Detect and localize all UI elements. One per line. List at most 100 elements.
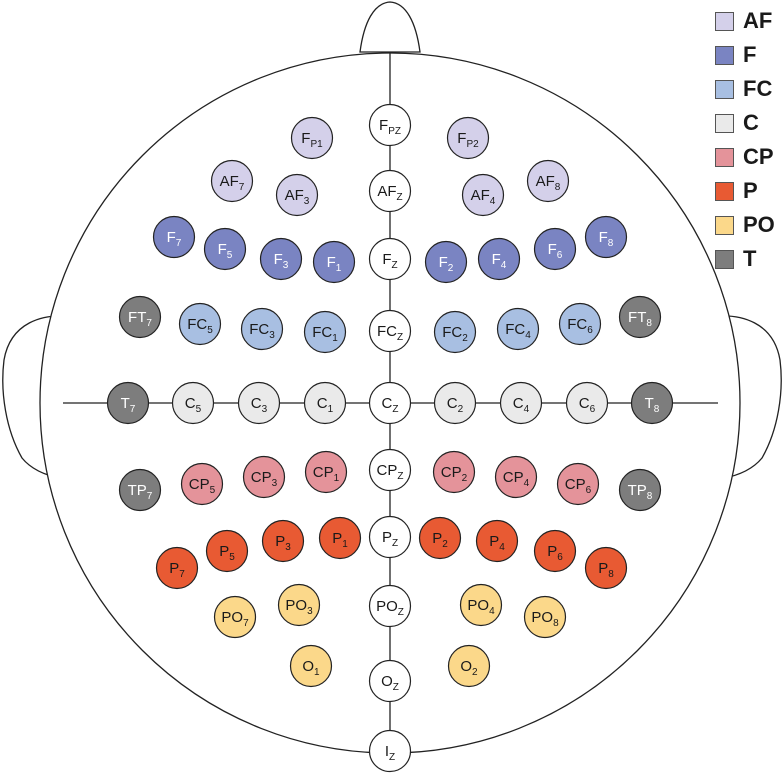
electrode-label-sub: Z	[398, 607, 404, 618]
electrode-label-base: C	[447, 395, 458, 412]
electrode-label-base: P	[432, 530, 442, 547]
electrode-label-sub: 4	[499, 542, 505, 553]
electrode-ft8: FT8	[620, 297, 661, 338]
electrode-label-sub: Z	[397, 471, 403, 482]
electrode-oz: OZ	[370, 661, 411, 702]
electrode-af4: AF4	[463, 175, 504, 216]
electrode-label-sub: Z	[397, 192, 403, 203]
electrode-label-base: F	[382, 251, 391, 268]
electrode-label-base: FC	[187, 316, 207, 333]
legend-item-cp: CP	[715, 140, 784, 174]
electrode-label-base: AF	[471, 187, 490, 204]
electrode-label-sub: 7	[176, 238, 182, 249]
electrode-cp2: CP2	[434, 452, 475, 493]
electrode-label-base: FC	[505, 321, 525, 338]
electrode-label-sub: 1	[332, 333, 338, 344]
electrode-label-base: C	[251, 395, 262, 412]
legend: AF F FC C CP P PO T	[715, 4, 784, 276]
electrode-fc3: FC3	[242, 309, 283, 350]
electrode-label-sub: 8	[555, 182, 561, 193]
electrode-label-base: P	[275, 533, 285, 550]
electrode-fp1: FP1	[292, 118, 333, 159]
electrode-af3: AF3	[277, 175, 318, 216]
electrode-af7: AF7	[212, 161, 253, 202]
electrode-label-sub: 7	[239, 182, 245, 193]
electrode-label-sub: 8	[654, 404, 660, 415]
electrode-c2: C2	[435, 383, 476, 424]
electrode-fcz: FCZ	[370, 311, 411, 352]
electrode-f6: F6	[535, 229, 576, 270]
electrode-label-base: F	[379, 117, 388, 134]
electrode-o1: O1	[291, 646, 332, 687]
electrode-p8: P8	[586, 548, 627, 589]
electrode-label-sub: Z	[389, 752, 395, 763]
electrode-label-base: CP	[441, 464, 462, 481]
electrode-fc2: FC2	[435, 312, 476, 353]
electrode-p1: P1	[320, 518, 361, 559]
electrode-label-base: P	[598, 560, 608, 577]
legend-label-fc: FC	[743, 76, 772, 102]
electrode-label-sub: 8	[553, 618, 559, 629]
legend-item-c: C	[715, 106, 784, 140]
legend-label-cp: CP	[743, 144, 774, 170]
electrode-label-sub: 5	[229, 552, 235, 563]
electrode-label-base: C	[579, 395, 590, 412]
electrode-label-base: AF	[536, 173, 555, 190]
electrode-label-base: PO	[531, 609, 553, 626]
electrode-label-base: P	[219, 543, 229, 560]
legend-label-af: AF	[743, 8, 772, 34]
electrode-afz: AFZ	[370, 171, 411, 212]
electrode-marker	[292, 118, 333, 159]
electrode-f3: F3	[261, 239, 302, 280]
electrode-p2: P2	[420, 518, 461, 559]
electrode-label-sub: 8	[608, 569, 614, 580]
legend-swatch-f	[715, 46, 734, 65]
electrode-label-base: AF	[377, 183, 396, 200]
electrode-label-base: C	[513, 395, 524, 412]
electrode-tp8: TP8	[620, 470, 661, 511]
electrode-t7: T7	[108, 383, 149, 424]
electrode-cpz: CPZ	[370, 450, 411, 491]
electrode-label-sub: 8	[608, 238, 614, 249]
electrode-label-base: P	[382, 529, 392, 546]
electrode-label-sub: 8	[647, 491, 653, 502]
electrode-label-sub: 7	[243, 618, 249, 629]
electrode-label-sub: 6	[590, 404, 596, 415]
electrode-label-sub: 6	[557, 552, 563, 563]
electrode-label-sub: 1	[336, 263, 342, 274]
electrode-label-sub: 4	[524, 404, 530, 415]
electrode-label-base: TP	[628, 482, 647, 499]
electrode-label-sub: 1	[314, 667, 320, 678]
electrode-label-base: F	[492, 251, 501, 268]
electrode-label-base: FC	[377, 323, 397, 340]
electrode-marker	[370, 105, 411, 146]
electrode-label-base: F	[218, 241, 227, 258]
electrode-label-base: FC	[442, 324, 462, 341]
electrode-fc1: FC1	[305, 312, 346, 353]
electrode-af8: AF8	[528, 161, 569, 202]
electrode-label-sub: 4	[490, 196, 496, 207]
legend-swatch-po	[715, 216, 734, 235]
electrode-label-base: C	[185, 395, 196, 412]
electrode-label-sub: 7	[130, 404, 136, 415]
legend-swatch-fc	[715, 80, 734, 99]
electrode-f4: F4	[479, 239, 520, 280]
legend-item-af: AF	[715, 4, 784, 38]
electrode-label-base: FT	[128, 309, 146, 326]
electrode-label-base: F	[274, 251, 283, 268]
electrode-c3: C3	[239, 383, 280, 424]
legend-item-f: F	[715, 38, 784, 72]
electrode-label-sub: 2	[458, 404, 464, 415]
electrode-label-sub: Z	[393, 682, 399, 693]
legend-label-t: T	[743, 246, 756, 272]
electrode-label-base: TP	[128, 482, 147, 499]
electrode-label-base: CP	[313, 464, 334, 481]
electrode-label-base: CP	[251, 469, 272, 486]
electrode-label-sub: 1	[334, 473, 340, 484]
electrode-c6: C6	[567, 383, 608, 424]
electrode-f7: F7	[154, 217, 195, 258]
electrode-label-base: P	[332, 530, 342, 547]
electrode-marker	[448, 118, 489, 159]
electrode-label-sub: 4	[501, 260, 507, 271]
electrode-label-sub: 2	[462, 333, 468, 344]
